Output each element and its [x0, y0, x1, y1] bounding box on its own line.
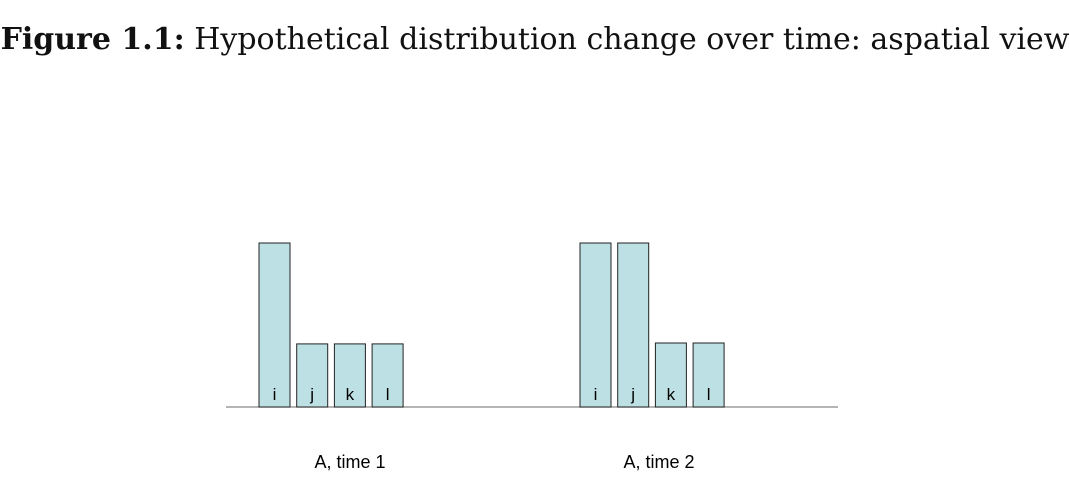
group-label: A, time 2 [623, 452, 694, 472]
bar-i [579, 242, 612, 408]
bar-label-j: j [630, 385, 635, 404]
bar-k [333, 343, 366, 408]
bar-j [617, 242, 650, 408]
bar-group-1: i j k l A, time 1 [258, 242, 404, 472]
bar-l [371, 343, 404, 408]
figure-caption-text: Hypothetical distribution change over ti… [194, 22, 1070, 57]
bar-label-j: j [309, 385, 314, 404]
figure-caption-label: Figure 1.1: [0, 22, 185, 57]
bar-label-l: l [707, 385, 711, 404]
bar-label-i: i [594, 385, 598, 404]
bar-j [296, 343, 329, 408]
bar-groups: i j k l A, time 1 i j k l A, time 2 [258, 242, 725, 472]
bar-l [692, 342, 725, 408]
bar-label-l: l [386, 385, 390, 404]
bar-label-i: i [273, 385, 277, 404]
bar-label-k: k [667, 385, 676, 404]
figure-caption: Figure 1.1: Hypothetical distribution ch… [0, 22, 1070, 57]
bar-k [654, 342, 687, 408]
bar-group-2: i j k l A, time 2 [579, 242, 725, 472]
group-label: A, time 1 [314, 452, 385, 472]
bar-i [258, 242, 291, 408]
bar-label-k: k [346, 385, 355, 404]
